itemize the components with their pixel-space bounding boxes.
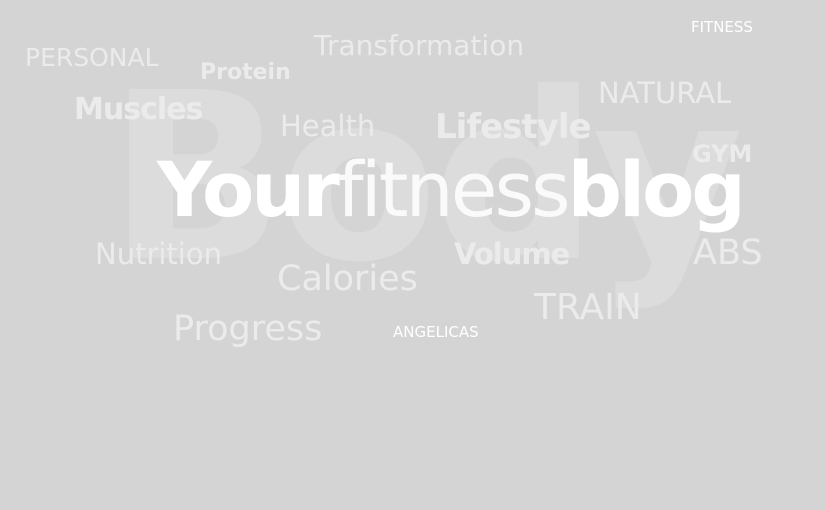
word-calories: Calories	[277, 259, 418, 299]
word-natural: NATURAL	[598, 76, 732, 110]
word-angelicas: ANGELICAS	[393, 323, 479, 341]
headline-blog: blog	[567, 145, 746, 234]
word-health: Health	[280, 109, 376, 143]
word-abs: ABS	[693, 233, 763, 273]
headline-your: Your	[157, 145, 340, 234]
word-personal: PERSONAL	[25, 43, 159, 72]
word-volume: Volume	[454, 237, 570, 271]
background-word: Body	[108, 43, 744, 313]
word-progress: Progress	[173, 309, 323, 349]
word-transformation: Transformation	[314, 29, 525, 62]
word-protein: Protein	[200, 60, 291, 85]
word-train: TRAIN	[534, 287, 642, 328]
word-nutrition: Nutrition	[95, 237, 222, 271]
word-lifestyle: Lifestyle	[435, 107, 592, 147]
word-gym: GYM	[692, 140, 753, 168]
headline-fitness: fitness	[336, 145, 571, 234]
headline: Yourfitnessblog	[157, 152, 746, 228]
word-muscles: Muscles	[74, 92, 203, 127]
word-fitness: FITNESS	[691, 18, 753, 36]
